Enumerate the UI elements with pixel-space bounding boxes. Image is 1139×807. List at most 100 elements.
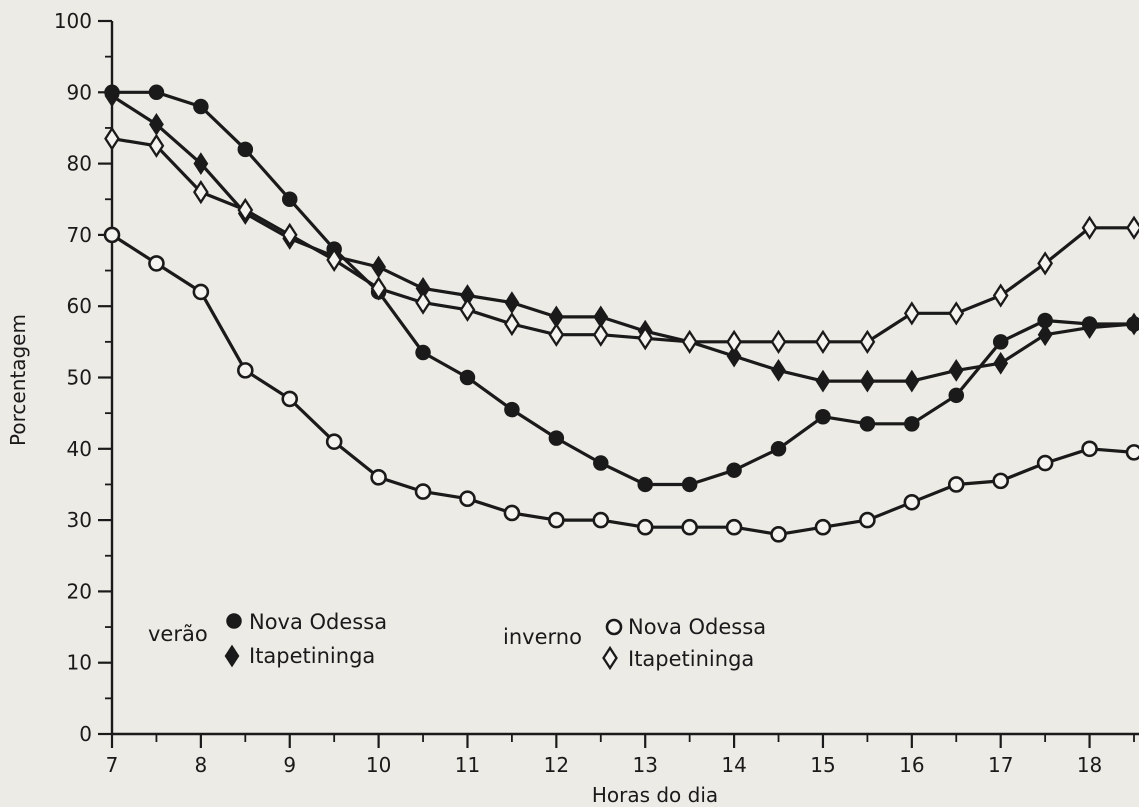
data-point — [770, 526, 787, 543]
data-point — [148, 133, 165, 158]
data-point — [681, 518, 698, 536]
data-point — [725, 518, 743, 536]
x-tick-label: 7 — [106, 753, 119, 777]
data-point — [859, 416, 876, 432]
data-point — [192, 180, 209, 205]
series-inverno-itapetininga — [104, 126, 1139, 354]
data-point — [815, 369, 831, 393]
data-point — [281, 390, 299, 408]
data-point — [504, 311, 520, 337]
legend-group-label: verão — [148, 622, 208, 646]
y-tick-label: 50 — [67, 366, 92, 390]
y-axis-title: Porcentagem — [6, 314, 30, 446]
data-point — [770, 441, 787, 457]
data-point — [281, 222, 298, 248]
data-point — [636, 518, 654, 536]
data-point — [237, 362, 254, 379]
data-point — [148, 255, 165, 272]
data-point — [726, 329, 742, 354]
data-point — [415, 290, 431, 315]
data-point — [193, 98, 209, 115]
data-point — [459, 369, 476, 386]
data-point — [459, 297, 476, 322]
data-point — [103, 226, 121, 244]
data-point — [1126, 215, 1139, 240]
data-point — [815, 329, 831, 354]
data-point — [637, 326, 654, 351]
data-point — [326, 247, 343, 272]
x-tick-label: 9 — [283, 753, 296, 777]
data-point — [948, 358, 964, 382]
y-tick-label: 30 — [67, 508, 92, 532]
data-point — [681, 329, 698, 354]
x-tick-label: 10 — [366, 753, 391, 777]
data-point — [1036, 454, 1054, 472]
data-point — [149, 113, 164, 136]
data-point — [992, 283, 1009, 308]
series-line — [111, 94, 1135, 383]
x-tick-label: 14 — [721, 753, 746, 777]
data-point — [548, 511, 565, 529]
legend-marker — [226, 613, 242, 629]
data-point — [1081, 440, 1098, 458]
y-tick-label: 60 — [67, 294, 92, 318]
data-point — [370, 469, 387, 486]
series-verão-itapetininga — [104, 84, 1139, 393]
data-point — [192, 283, 210, 301]
data-point — [726, 344, 742, 368]
data-point — [371, 255, 387, 279]
data-point — [193, 152, 209, 175]
data-point — [504, 401, 520, 418]
data-point — [637, 476, 653, 493]
data-point — [503, 504, 521, 522]
data-point — [459, 490, 476, 508]
data-point — [237, 141, 254, 158]
data-point — [947, 476, 965, 493]
data-point — [903, 301, 920, 326]
data-point — [281, 191, 298, 207]
data-point — [1081, 215, 1098, 240]
x-tick-label: 18 — [1077, 753, 1102, 777]
legend-entry: Itapetininga — [628, 647, 754, 671]
x-tick-label: 12 — [544, 753, 569, 777]
legend-marker — [605, 618, 623, 636]
legend-entry: Nova Odessa — [628, 615, 766, 639]
data-point — [904, 416, 920, 432]
data-point — [771, 358, 786, 382]
data-point — [859, 329, 876, 354]
legend: verão Nova Odessa Itapetininga inverno Nova … — [148, 610, 766, 671]
data-point — [681, 476, 698, 493]
data-point — [993, 351, 1009, 375]
data-point — [325, 433, 343, 450]
data-point — [1037, 323, 1053, 347]
legend-group-label: inverno — [503, 625, 582, 649]
data-point — [814, 518, 832, 536]
data-point — [726, 462, 742, 478]
y-tick-label: 40 — [67, 437, 92, 461]
data-point — [104, 126, 120, 151]
legend-entry: Nova Odessa — [249, 610, 387, 634]
data-point — [1126, 312, 1139, 336]
x-tick-label: 13 — [632, 753, 657, 777]
data-point — [770, 329, 787, 354]
data-point — [815, 408, 831, 425]
data-point — [148, 84, 165, 101]
series-line — [111, 137, 1134, 344]
series-verão-nova-odessa — [104, 84, 1139, 493]
y-tick-label: 10 — [67, 651, 92, 675]
data-point — [903, 493, 921, 511]
series-line — [112, 90, 1134, 487]
axes: 0 10 20 30 40 50 60 70 80 90 100 7 8 9 10 11 12 13 14 15 16 1… — [6, 9, 1139, 807]
x-tick-label: 17 — [988, 753, 1013, 777]
data-point — [504, 291, 520, 315]
legend-entry: Itapetininga — [249, 644, 375, 668]
y-tick-label: 100 — [54, 9, 92, 33]
y-tick-label: 80 — [67, 152, 92, 176]
data-point — [237, 197, 254, 223]
data-point — [592, 322, 609, 347]
data-point — [948, 387, 965, 404]
legend-marker — [224, 644, 240, 668]
data-point — [1082, 316, 1097, 339]
y-tick-label: 20 — [67, 579, 92, 603]
